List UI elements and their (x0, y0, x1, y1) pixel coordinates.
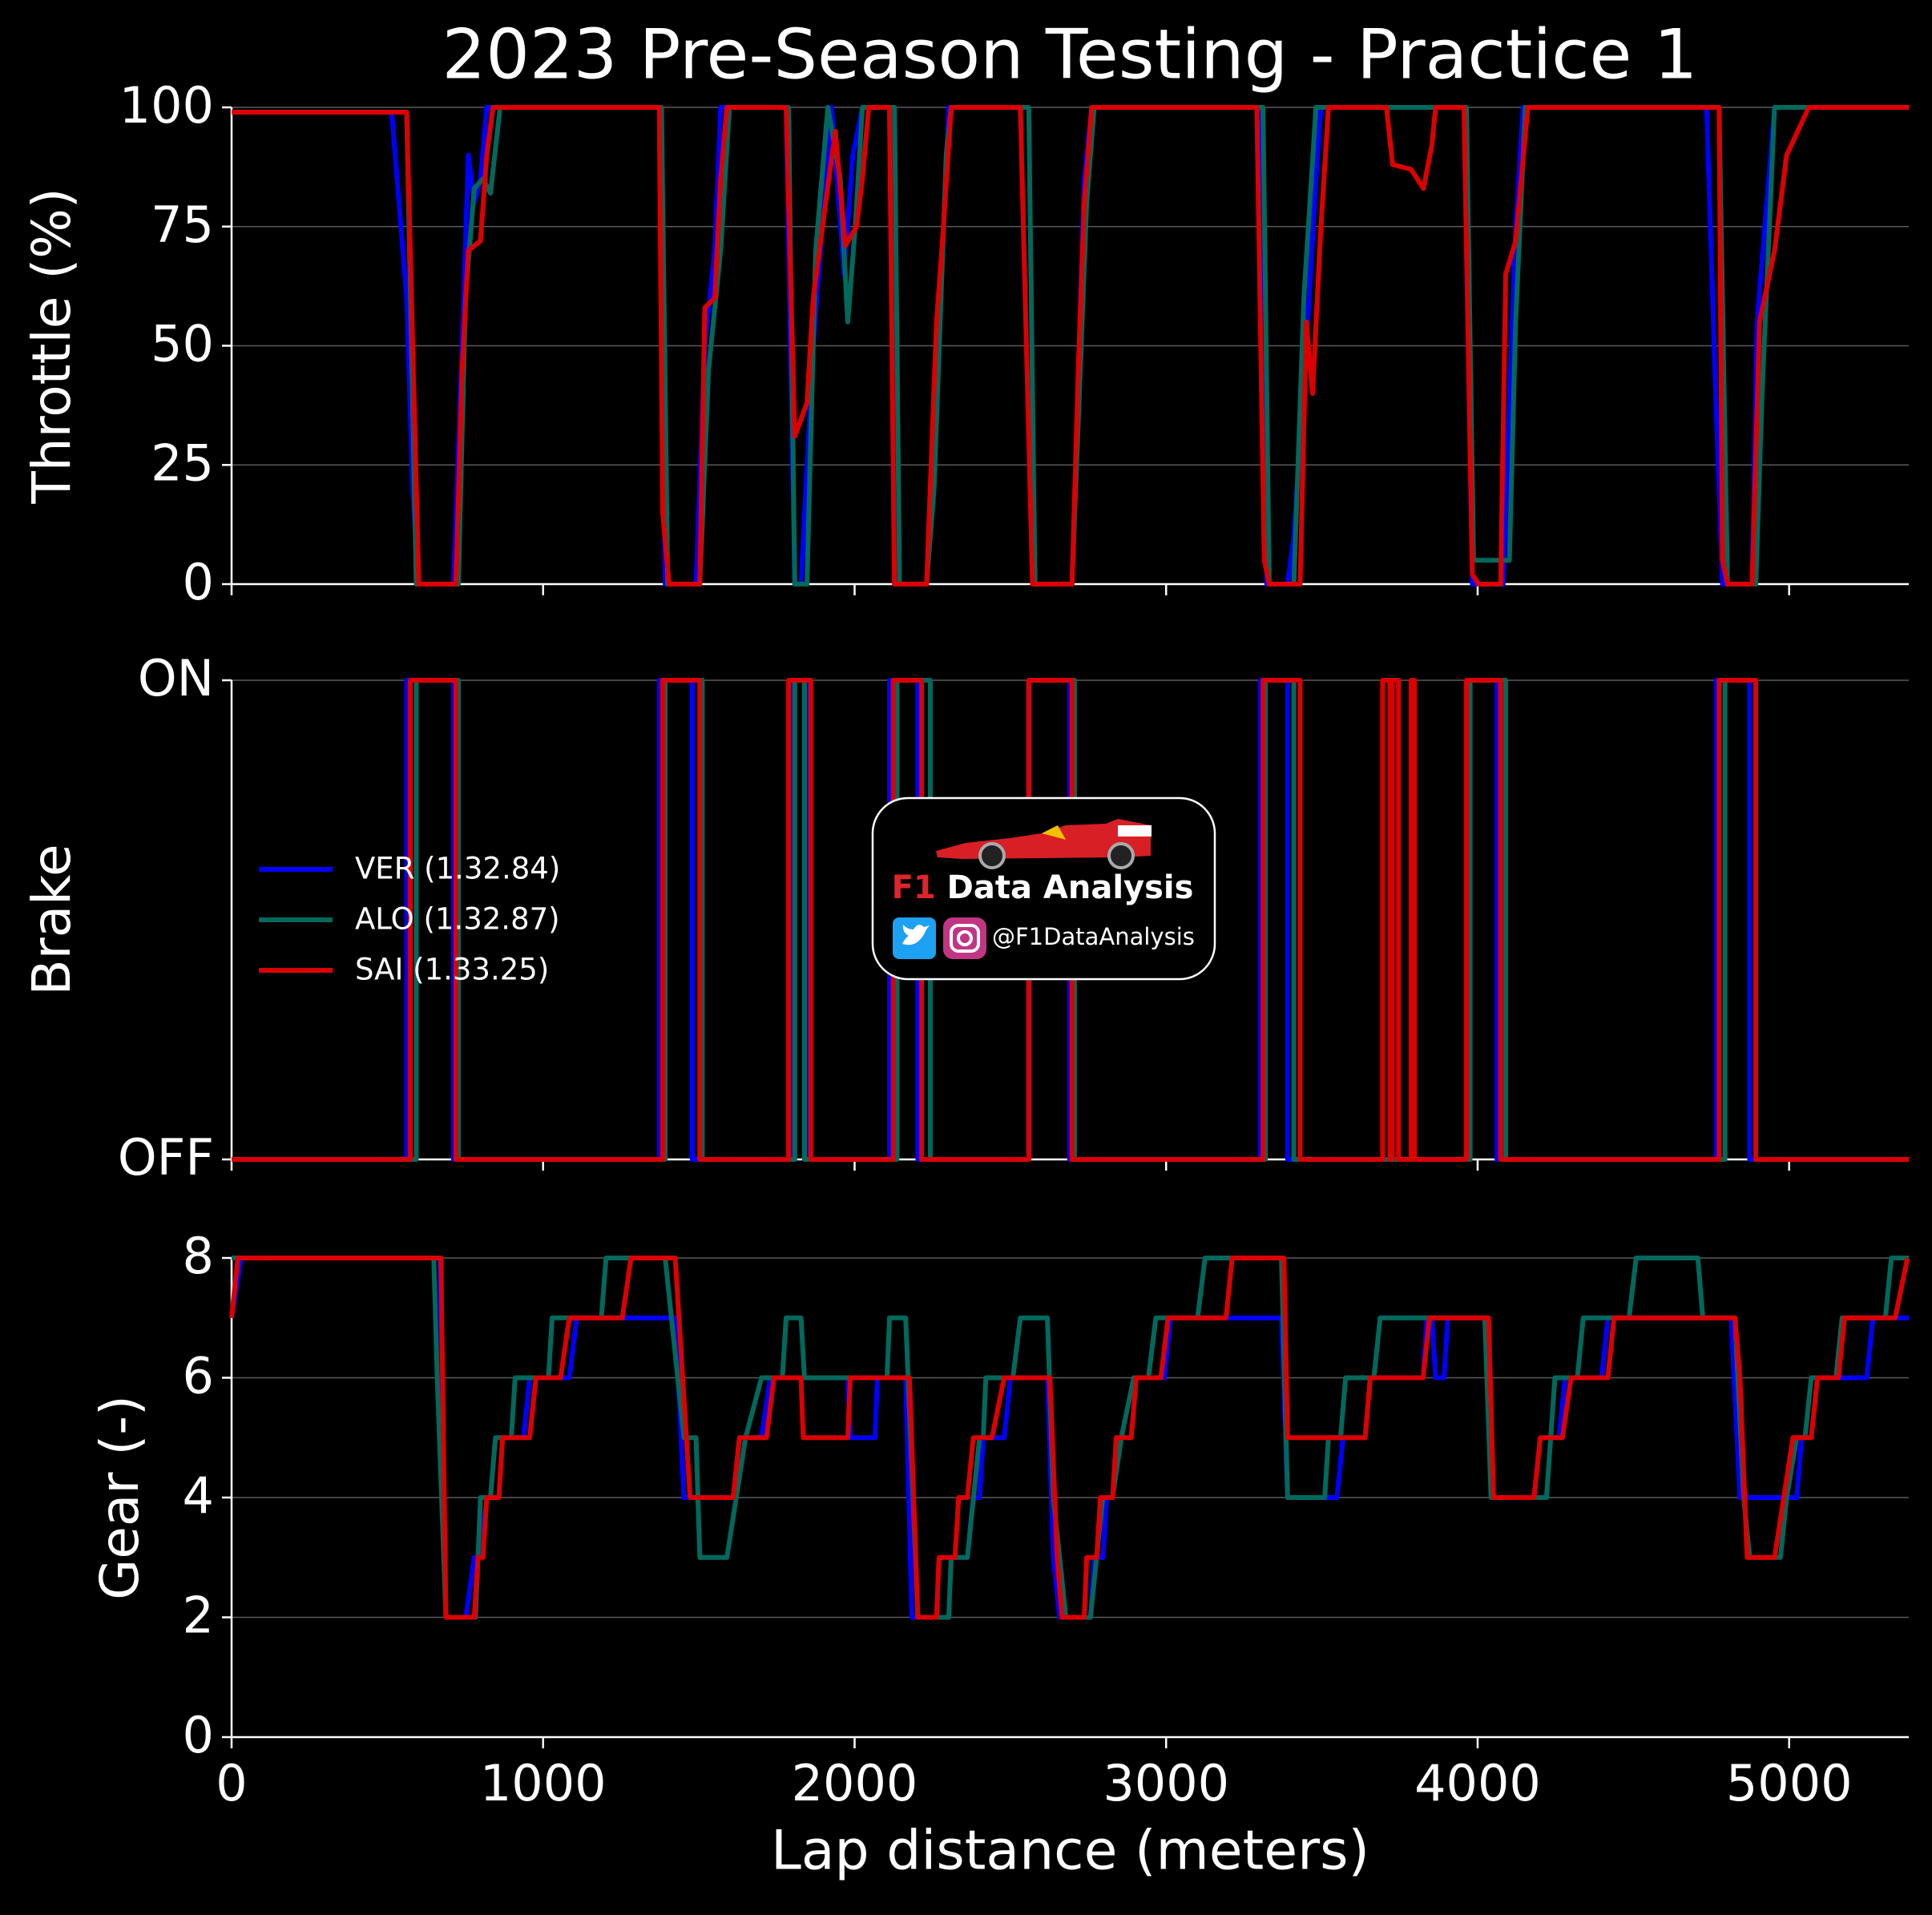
y-axis-label: Gear (-) (89, 1395, 151, 1600)
y-axis-label: Throttle (%) (21, 187, 83, 504)
series-line (232, 1256, 1909, 1620)
x-tick-label: 4000 (1414, 1754, 1541, 1812)
x-tick-label: 2000 (792, 1754, 918, 1812)
legend-label: SAI (1.33.25) (355, 953, 549, 987)
y-tick-label: 0 (183, 1706, 214, 1764)
car-icon (936, 819, 1152, 869)
x-tick-label: 3000 (1103, 1754, 1229, 1812)
brand-name: Data Analysis (947, 869, 1194, 906)
y-axis-label: Brake (21, 844, 83, 995)
x-axis-label: Lap distance (meters) (771, 1820, 1369, 1883)
series-line (232, 105, 1909, 587)
legend-label: VER (1.32.84) (355, 852, 560, 886)
y-tick-label: 100 (119, 76, 214, 135)
y-tick-label: 4 (183, 1466, 214, 1525)
brand-prefix: F1 (892, 869, 936, 906)
y-tick-label: 6 (183, 1347, 214, 1405)
plots: 0 25 50 75 100 Throttle (%) OFF ON Brake VER (1.3… (21, 76, 1910, 1883)
y-tick-label: OFF (118, 1128, 214, 1187)
y-tick-label: 25 (151, 433, 214, 492)
watermark-brand: F1 Data Analysis (892, 869, 1194, 906)
x-tick-label: 5000 (1726, 1754, 1853, 1812)
x-tick-label: 0 (216, 1754, 247, 1812)
y-tick-label: 2 (183, 1586, 214, 1645)
y-tick-label: ON (138, 649, 214, 708)
series-line (229, 1256, 1910, 1620)
y-tick-label: 8 (183, 1227, 214, 1285)
series-line (232, 678, 1909, 1162)
legend-label: ALO (1.32.87) (355, 902, 560, 937)
y-tick-label: 50 (151, 315, 214, 373)
watermark-handle: @F1DataAnalysis (992, 923, 1195, 950)
x-tick-label: 1000 (480, 1754, 607, 1812)
y-tick-label: 75 (151, 196, 214, 254)
watermark: F1 Data Analysis @F1DataAnalysis (871, 796, 1216, 981)
figure-title: 2023 Pre-Season Testing - Practice 1 (442, 14, 1697, 95)
y-tick-label: 0 (183, 553, 214, 611)
